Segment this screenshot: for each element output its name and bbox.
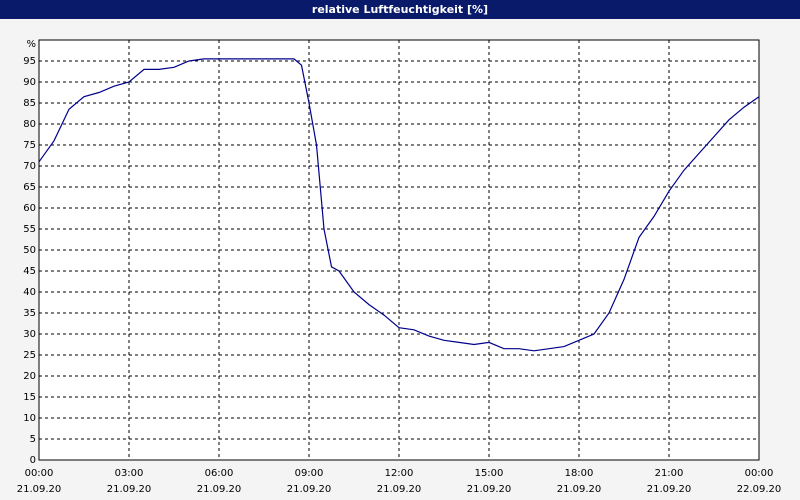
y-tick-label: 10: [23, 413, 36, 424]
x-tick-date: 21.09.20: [17, 484, 62, 495]
x-tick-date: 21.09.20: [287, 484, 332, 495]
y-tick-label: 0: [30, 455, 36, 466]
x-tick-date: 21.09.20: [107, 484, 152, 495]
x-tick-label: 12:00: [385, 468, 414, 479]
y-tick-label: 75: [23, 140, 36, 151]
y-tick-label: 5: [30, 434, 36, 445]
y-tick-label: 20: [23, 371, 36, 382]
y-tick-label: 70: [23, 161, 36, 172]
chart-title: relative Luftfeuchtigkeit [%]: [312, 3, 488, 16]
x-tick-date: 21.09.20: [377, 484, 422, 495]
y-tick-label: 50: [23, 245, 36, 256]
x-tick-date: 21.09.20: [557, 484, 602, 495]
y-tick-label: 25: [23, 350, 36, 361]
y-tick-label: 60: [23, 203, 36, 214]
humidity-line: [38, 58, 760, 352]
y-tick-label: 90: [23, 77, 36, 88]
x-tick-date: 21.09.20: [467, 484, 512, 495]
x-tick-label: 00:00: [745, 468, 774, 479]
title-bar: [0, 0, 800, 19]
x-tick-label: 15:00: [475, 468, 504, 479]
x-tick-date: 22.09.20: [737, 484, 782, 495]
y-tick-label: 35: [23, 308, 36, 319]
y-tick-label: 65: [23, 182, 36, 193]
y-tick-label: 55: [23, 224, 36, 235]
y-axis-label: %: [26, 39, 36, 50]
x-tick-date: 21.09.20: [197, 484, 242, 495]
x-tick-label: 00:00: [25, 468, 54, 479]
x-tick-label: 09:00: [295, 468, 324, 479]
x-tick-label: 21:00: [655, 468, 684, 479]
y-tick-label: 95: [23, 56, 36, 67]
y-tick-label: 30: [23, 329, 36, 340]
x-tick-label: 18:00: [565, 468, 594, 479]
y-tick-label: 85: [23, 98, 36, 109]
y-tick-label: 40: [23, 287, 36, 298]
y-tick-label: 45: [23, 266, 36, 277]
x-tick-label: 03:00: [115, 468, 144, 479]
y-tick-label: 80: [23, 119, 36, 130]
x-tick-date: 21.09.20: [647, 484, 692, 495]
x-tick-label: 06:00: [205, 468, 234, 479]
y-tick-label: 15: [23, 392, 36, 403]
